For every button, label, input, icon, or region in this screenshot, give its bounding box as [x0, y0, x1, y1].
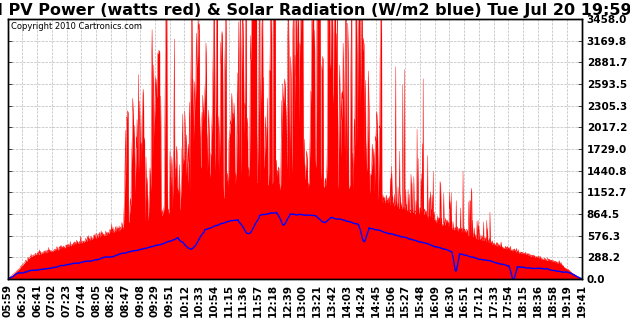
- Title: Total PV Power (watts red) & Solar Radiation (W/m2 blue) Tue Jul 20 19:59: Total PV Power (watts red) & Solar Radia…: [0, 3, 630, 18]
- Text: Copyright 2010 Cartronics.com: Copyright 2010 Cartronics.com: [11, 21, 142, 30]
